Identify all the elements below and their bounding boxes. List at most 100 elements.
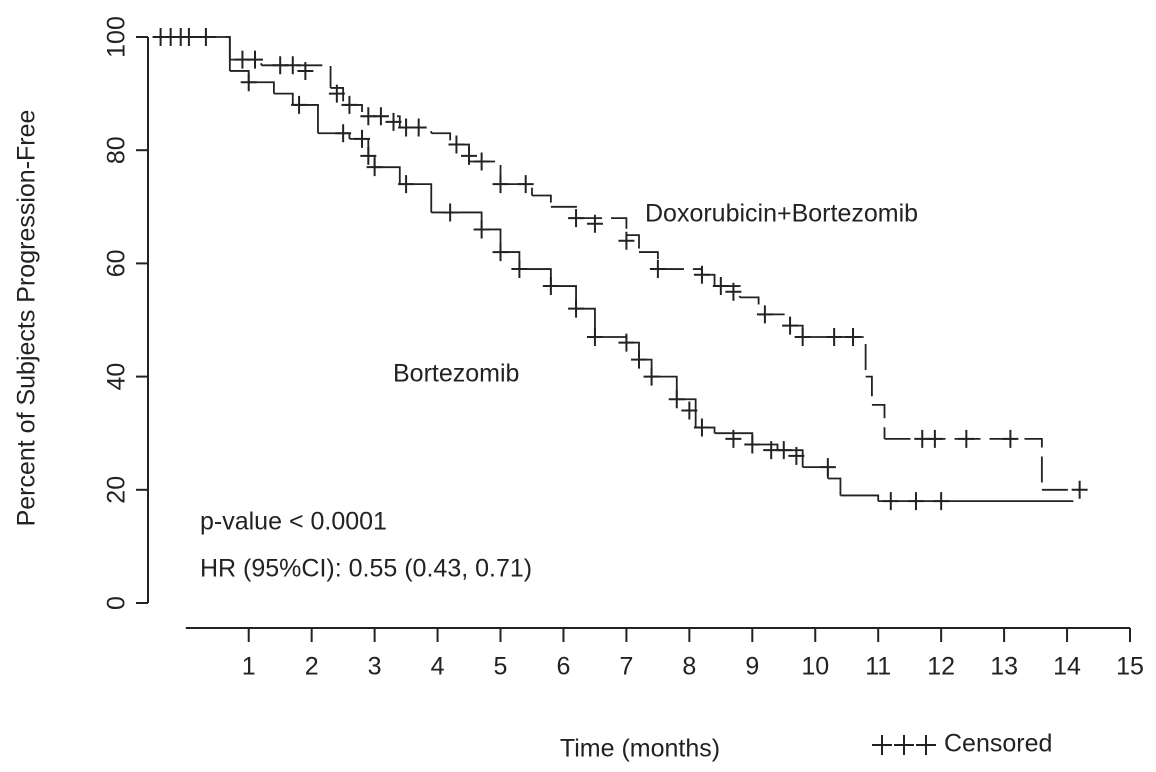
km-step bbox=[431, 132, 452, 145]
censor-mark bbox=[845, 327, 862, 346]
censor-mark bbox=[631, 350, 647, 369]
legend-symbol bbox=[872, 735, 936, 755]
y-tick-label: 100 bbox=[103, 16, 131, 58]
censor-mark bbox=[958, 429, 975, 448]
y-tick-label: 40 bbox=[103, 363, 131, 391]
annotation: p-value < 0.0001 bbox=[200, 508, 387, 536]
x-tick-label: 9 bbox=[745, 653, 759, 681]
km-step bbox=[550, 285, 577, 309]
km-step bbox=[777, 449, 804, 468]
km-step bbox=[802, 336, 867, 377]
censor-mark bbox=[328, 84, 345, 103]
censor-mark bbox=[618, 333, 635, 352]
km-step bbox=[550, 205, 577, 219]
km-step bbox=[155, 36, 231, 71]
censor-mark bbox=[1071, 480, 1088, 499]
censor-mark bbox=[341, 95, 358, 114]
km-step bbox=[519, 268, 552, 287]
censor-mark bbox=[492, 175, 509, 194]
censor-mark bbox=[284, 56, 301, 75]
censor-mark bbox=[693, 265, 710, 284]
censor-mark bbox=[907, 492, 924, 511]
x-tick-label: 5 bbox=[494, 653, 508, 681]
censor-mark bbox=[410, 118, 427, 137]
censor-mark bbox=[473, 220, 490, 239]
censor-mark bbox=[756, 305, 773, 324]
km-step bbox=[374, 166, 401, 185]
censor-mark bbox=[372, 107, 389, 126]
km-step bbox=[349, 137, 370, 156]
x-tick-label: 12 bbox=[927, 653, 955, 681]
censor-mark bbox=[794, 327, 811, 346]
km-step bbox=[469, 160, 502, 185]
km-step bbox=[431, 211, 483, 230]
censor-mark bbox=[247, 50, 264, 69]
censor-mark bbox=[297, 61, 314, 80]
censor-mark bbox=[826, 327, 843, 346]
censor-mark bbox=[511, 260, 528, 279]
censor-mark bbox=[882, 492, 899, 511]
censor-mark bbox=[819, 458, 836, 477]
km-step bbox=[884, 437, 1043, 490]
censor-mark bbox=[568, 209, 585, 228]
censor-mark bbox=[725, 429, 742, 448]
censor-mark bbox=[725, 282, 742, 301]
km-step bbox=[273, 92, 294, 105]
y-tick-label: 20 bbox=[103, 476, 131, 504]
km-step bbox=[676, 398, 697, 428]
censor-mark bbox=[291, 95, 308, 114]
censor-mark bbox=[473, 152, 490, 171]
legend-label: Censored bbox=[944, 730, 1052, 758]
km-step bbox=[576, 307, 596, 337]
censor-mark bbox=[693, 418, 710, 437]
x-tick-label: 13 bbox=[990, 653, 1018, 681]
censor-mark bbox=[492, 243, 509, 262]
km-step bbox=[639, 251, 659, 270]
censor-mark bbox=[335, 124, 352, 143]
censor-mark bbox=[517, 175, 534, 194]
km-step bbox=[739, 296, 760, 315]
km-step bbox=[500, 251, 521, 270]
km-step bbox=[450, 143, 470, 162]
legend bbox=[872, 735, 936, 755]
annotation: HR (95%CI): 0.55 (0.43, 0.71) bbox=[200, 555, 532, 583]
censor-mark bbox=[197, 28, 214, 46]
censor-mark bbox=[586, 327, 603, 346]
censor-mark bbox=[712, 277, 729, 296]
km-step bbox=[802, 466, 829, 479]
km-step bbox=[701, 273, 716, 287]
censor-mark bbox=[649, 260, 666, 279]
censor-mark bbox=[586, 214, 603, 233]
censor-mark bbox=[1002, 429, 1019, 448]
x-tick-label: 10 bbox=[801, 653, 829, 681]
km-step bbox=[330, 87, 345, 105]
censor-mark bbox=[398, 175, 415, 194]
y-axis-label: Percent of Subjects Progression-Free bbox=[13, 110, 41, 527]
y-tick-label: 0 bbox=[103, 596, 131, 610]
km-step bbox=[758, 313, 791, 326]
km-step bbox=[576, 217, 628, 236]
censor-mark bbox=[461, 146, 478, 165]
km-step bbox=[500, 183, 533, 196]
km-step bbox=[790, 324, 804, 337]
censor-mark bbox=[354, 129, 371, 148]
censor-mark bbox=[782, 316, 799, 335]
series-label: Bortezomib bbox=[393, 360, 519, 388]
censor-mark bbox=[385, 112, 402, 131]
x-tick-label: 1 bbox=[242, 653, 256, 681]
km-step bbox=[261, 64, 332, 88]
km-step bbox=[399, 183, 433, 213]
y-tick-label: 80 bbox=[103, 136, 131, 164]
x-tick-label: 4 bbox=[431, 653, 445, 681]
censor-mark bbox=[360, 146, 377, 165]
censor-mark bbox=[442, 203, 459, 222]
km-step bbox=[248, 81, 275, 94]
km-step bbox=[626, 341, 640, 360]
censor-mark bbox=[542, 277, 559, 296]
censor-mark bbox=[668, 390, 685, 409]
censor-mark bbox=[788, 446, 805, 465]
km-step bbox=[343, 104, 363, 117]
x-tick-label: 11 bbox=[865, 653, 891, 681]
censor-mark bbox=[926, 429, 943, 448]
x-tick-label: 3 bbox=[368, 653, 382, 681]
